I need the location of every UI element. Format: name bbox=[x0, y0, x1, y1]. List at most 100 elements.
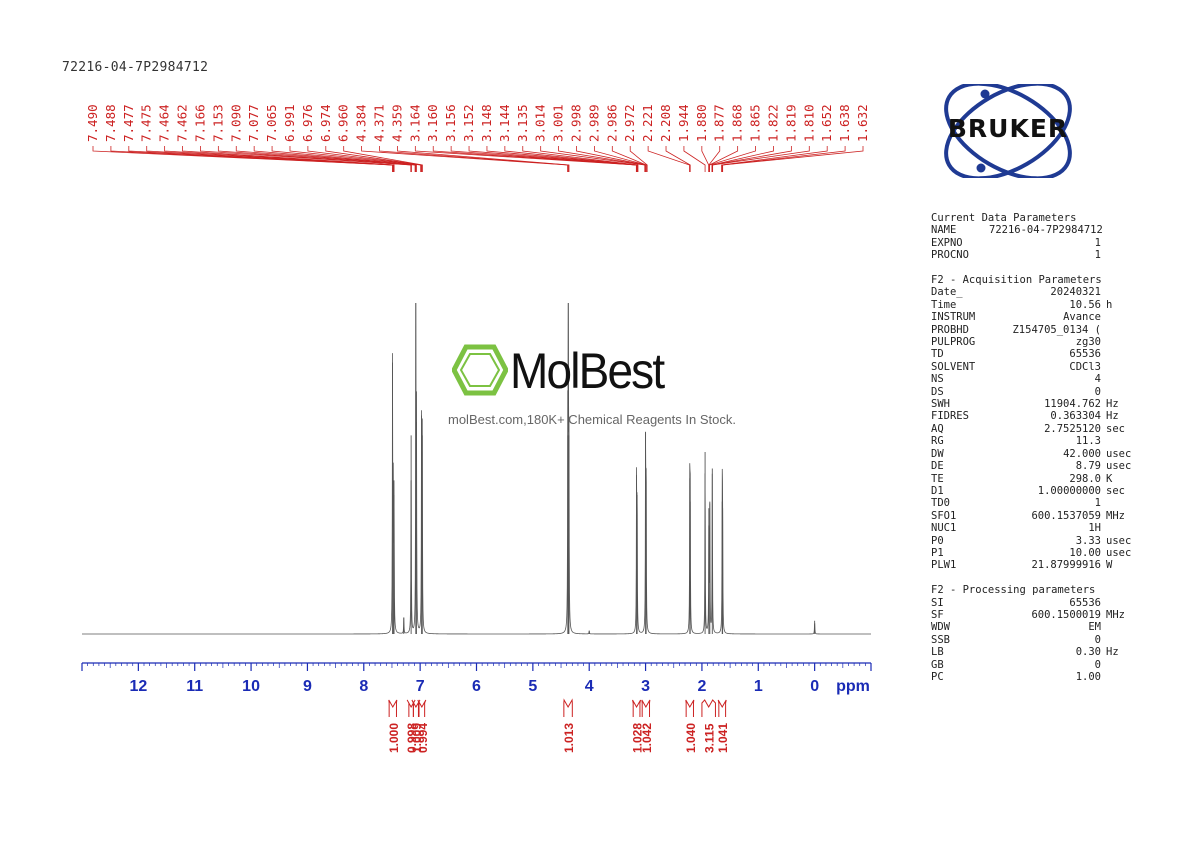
param-row: NUC1 1H bbox=[931, 522, 1161, 534]
param-value: 600.1537059 bbox=[1031, 509, 1101, 522]
param-value: 11904.762 bbox=[1044, 398, 1101, 411]
peak-connector bbox=[711, 146, 792, 172]
peak-label: 4.384 bbox=[354, 104, 369, 142]
param-unit bbox=[1101, 621, 1106, 633]
param-row: PC 1.00 bbox=[931, 671, 1161, 683]
param-value: 10.56 bbox=[1069, 298, 1101, 311]
param-value: zg30 bbox=[1075, 336, 1101, 349]
param-value: 72216-04-7P2984712 bbox=[989, 224, 1103, 237]
param-row: D1 1.00000000 sec bbox=[931, 485, 1161, 497]
param-key: SFO1 bbox=[931, 509, 957, 522]
param-unit: usec bbox=[1106, 460, 1132, 473]
peak-label: 1.652 bbox=[819, 104, 834, 142]
peak-label: 3.148 bbox=[479, 104, 494, 142]
peak-label: 2.221 bbox=[640, 104, 655, 142]
param-unit bbox=[1101, 634, 1106, 646]
param-unit bbox=[1101, 435, 1106, 447]
param-unit: usec bbox=[1106, 534, 1132, 547]
param-key: RG bbox=[931, 435, 944, 448]
sample-id: 72216-04-7P2984712 bbox=[62, 60, 209, 75]
acquisition-params-list: Date_ 20240321 Time 10.56 h INSTRUM Avance PROB… bbox=[931, 286, 1161, 571]
x-axis: 12 11 10 9 8 7 6 5 4 3 2 1 0 ppm bbox=[81, 662, 872, 695]
peak-label: 7.090 bbox=[228, 104, 243, 142]
param-unit bbox=[1101, 361, 1106, 373]
peak-label: 7.166 bbox=[192, 104, 207, 142]
parameters-panel: Current Data Parameters NAME 72216-04-7P2… bbox=[931, 212, 1161, 683]
param-unit bbox=[1101, 237, 1106, 249]
param-unit bbox=[1101, 522, 1106, 534]
param-key: AQ bbox=[931, 422, 944, 435]
param-key: LB bbox=[931, 646, 944, 659]
integral-bracket bbox=[388, 699, 398, 717]
param-value: 11.3 bbox=[1075, 435, 1101, 448]
peak-label: 1.638 bbox=[837, 104, 852, 142]
param-unit: W bbox=[1106, 559, 1113, 572]
param-row: SSB 0 bbox=[931, 634, 1161, 646]
integral-label: 1.040 bbox=[684, 723, 698, 753]
integral-label: 1.000 bbox=[387, 723, 401, 753]
param-value: 4 bbox=[1094, 373, 1101, 386]
param-unit bbox=[1101, 373, 1106, 385]
current-params-list: NAME 72216-04-7P2984712 EXPNO 1 PROCNO 1 bbox=[931, 224, 1161, 261]
param-row: DW 42.000 usec bbox=[931, 448, 1161, 460]
param-value: 0.363304 bbox=[1050, 410, 1101, 423]
param-key: EXPNO bbox=[931, 236, 963, 249]
param-key: Time bbox=[931, 298, 957, 311]
integral-label: 1.042 bbox=[640, 723, 654, 753]
param-unit bbox=[1101, 497, 1106, 509]
peak-label: 2.972 bbox=[622, 104, 637, 142]
param-unit bbox=[1101, 311, 1106, 323]
peak-label: 1.632 bbox=[855, 104, 870, 142]
param-key: PROBHD bbox=[931, 323, 969, 336]
param-row: SI 65536 bbox=[931, 597, 1161, 609]
param-key: FIDRES bbox=[931, 410, 969, 423]
peak-label: 3.144 bbox=[497, 104, 512, 142]
param-row: Date_ 20240321 bbox=[931, 286, 1161, 298]
param-value: 2.7525120 bbox=[1044, 422, 1101, 435]
peak-label: 3.014 bbox=[533, 104, 548, 142]
peak-label: 7.462 bbox=[175, 104, 190, 142]
peak-label: 1.810 bbox=[801, 104, 816, 142]
param-row: DS 0 bbox=[931, 386, 1161, 398]
param-value: Z154705_0134 ( bbox=[1012, 323, 1101, 336]
peak-label: 1.819 bbox=[783, 104, 798, 142]
peak-label: 4.359 bbox=[389, 104, 404, 142]
peak-connector bbox=[665, 146, 691, 172]
param-value: 42.000 bbox=[1063, 447, 1101, 460]
peak-label: 2.986 bbox=[604, 104, 619, 142]
processing-params-title: F2 - Processing parameters bbox=[931, 584, 1096, 597]
param-unit bbox=[1101, 386, 1106, 398]
x-tick-label: 2 bbox=[697, 678, 706, 695]
peak-annotation-lines bbox=[92, 146, 864, 172]
peak-label: 7.065 bbox=[264, 104, 279, 142]
param-key: PLW1 bbox=[931, 559, 957, 572]
peak-label: 6.991 bbox=[282, 104, 297, 142]
peak-connector bbox=[712, 146, 810, 172]
peak-label: 1.880 bbox=[694, 104, 709, 142]
peak-connector bbox=[235, 146, 416, 172]
param-key: NAME bbox=[931, 224, 957, 237]
param-key: Date_ bbox=[931, 286, 963, 299]
param-unit bbox=[1101, 336, 1106, 348]
param-value: 3.33 bbox=[1075, 534, 1101, 547]
spectrum-line bbox=[82, 302, 871, 635]
peak-label: 1.944 bbox=[676, 104, 691, 142]
param-key: NS bbox=[931, 373, 944, 386]
peak-label: 7.477 bbox=[121, 104, 136, 142]
param-unit bbox=[1101, 286, 1106, 298]
param-row: RG 11.3 bbox=[931, 435, 1161, 447]
peak-connector bbox=[182, 146, 395, 172]
peak-connector bbox=[709, 146, 756, 172]
peak-connector bbox=[325, 146, 423, 172]
peak-label: 1.865 bbox=[748, 104, 763, 142]
param-row: TD0 1 bbox=[931, 497, 1161, 509]
param-unit bbox=[1101, 597, 1106, 609]
param-row: P0 3.33 usec bbox=[931, 535, 1161, 547]
peak-connector bbox=[647, 146, 690, 172]
param-unit: K bbox=[1106, 472, 1113, 485]
integral-label: 1.041 bbox=[716, 723, 730, 753]
peak-connector bbox=[217, 146, 412, 172]
bruker-logo: BRUKER bbox=[922, 81, 1094, 181]
param-row: PULPROG zg30 bbox=[931, 336, 1161, 348]
